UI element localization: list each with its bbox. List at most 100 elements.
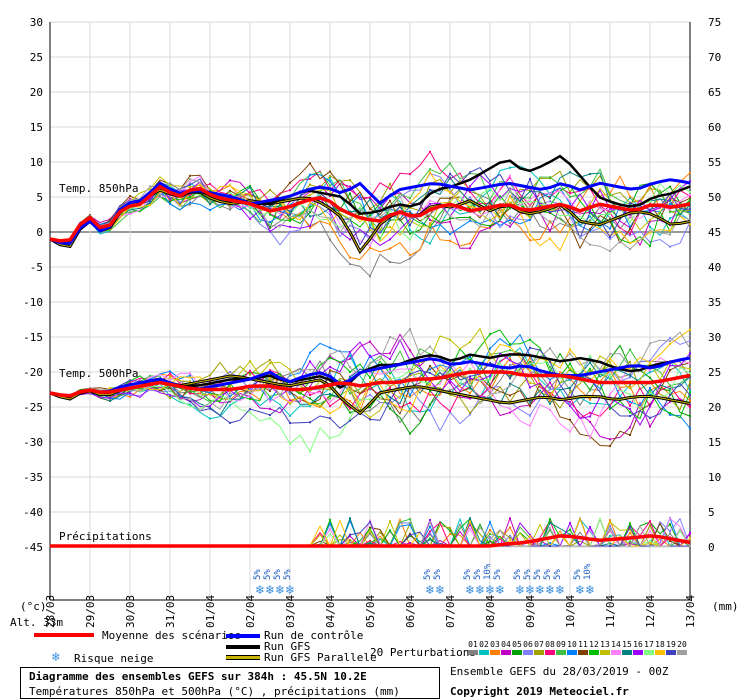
line-marker bbox=[389, 187, 391, 190]
pert-number-item: 09 bbox=[556, 640, 566, 655]
line-marker bbox=[349, 392, 351, 395]
pert-number-item: 03 bbox=[490, 640, 500, 655]
line-marker bbox=[369, 196, 371, 199]
line-marker bbox=[329, 218, 331, 221]
line-marker bbox=[309, 391, 311, 394]
line-marker bbox=[109, 399, 111, 402]
mean-precip bbox=[50, 534, 691, 548]
pert-number: 20 bbox=[677, 640, 687, 649]
line-marker bbox=[269, 395, 271, 398]
line-marker bbox=[189, 198, 191, 201]
right-tick-label: 35 bbox=[708, 296, 721, 309]
line-marker bbox=[349, 357, 351, 360]
line-marker bbox=[589, 389, 591, 392]
line-marker bbox=[449, 368, 451, 371]
line-marker bbox=[509, 364, 511, 367]
line-marker bbox=[249, 371, 251, 374]
mean-500 bbox=[49, 370, 691, 398]
line-marker bbox=[269, 417, 271, 420]
line-marker bbox=[289, 210, 291, 213]
line-marker bbox=[549, 197, 551, 200]
line-marker bbox=[549, 393, 551, 396]
line-marker bbox=[529, 234, 531, 237]
line-marker bbox=[249, 211, 251, 214]
line-marker bbox=[489, 520, 491, 523]
line-marker bbox=[449, 379, 451, 382]
right-tick-label: 20 bbox=[708, 401, 721, 414]
pert-number: 14 bbox=[611, 640, 621, 649]
line-marker bbox=[549, 400, 551, 403]
line-marker bbox=[689, 218, 691, 221]
left-tick-label: -25 bbox=[23, 401, 43, 414]
line-marker bbox=[369, 226, 371, 229]
line-marker bbox=[689, 406, 691, 409]
snowflake-icon: ❄ bbox=[495, 583, 505, 597]
line-marker bbox=[449, 177, 451, 180]
line-marker bbox=[589, 354, 591, 357]
snowflake-icon: ❄ bbox=[475, 583, 485, 597]
pert-number-item: 06 bbox=[523, 640, 533, 655]
line-marker bbox=[509, 355, 511, 358]
line-marker bbox=[349, 539, 351, 542]
line-marker bbox=[649, 229, 651, 232]
line-marker bbox=[689, 531, 691, 534]
pert-color-swatch bbox=[600, 650, 610, 655]
line-marker bbox=[489, 219, 491, 222]
left-tick-label: 20 bbox=[30, 86, 43, 99]
line-marker bbox=[309, 421, 311, 424]
line-marker bbox=[629, 348, 631, 351]
pert-color-swatch bbox=[644, 650, 654, 655]
line-marker bbox=[409, 432, 411, 435]
line-marker bbox=[569, 362, 571, 365]
line-marker bbox=[349, 200, 351, 203]
line-marker bbox=[289, 225, 291, 228]
line-marker bbox=[389, 376, 391, 379]
line-marker bbox=[549, 542, 551, 545]
snowflake-icon: ❄ bbox=[555, 583, 565, 597]
line-marker bbox=[469, 521, 471, 524]
line-marker bbox=[489, 538, 491, 541]
line-marker bbox=[509, 176, 511, 179]
line-marker bbox=[389, 401, 391, 404]
line-marker bbox=[549, 519, 551, 522]
line-marker bbox=[569, 214, 571, 217]
line-marker bbox=[369, 409, 371, 412]
line-marker bbox=[589, 361, 591, 364]
line-marker bbox=[369, 207, 371, 210]
line-marker bbox=[529, 545, 531, 547]
line-marker bbox=[689, 362, 691, 365]
left-tick-label: -20 bbox=[23, 366, 43, 379]
line-marker bbox=[509, 174, 511, 177]
line-marker bbox=[689, 537, 691, 540]
pert-color-swatch bbox=[589, 650, 599, 655]
line-marker bbox=[649, 225, 651, 228]
line-marker bbox=[409, 201, 411, 204]
line-marker bbox=[689, 381, 691, 384]
line-marker bbox=[189, 178, 191, 181]
line-marker bbox=[489, 389, 491, 392]
line-marker bbox=[309, 215, 311, 218]
line-marker bbox=[289, 215, 291, 218]
line-marker bbox=[689, 198, 691, 201]
line-marker bbox=[349, 385, 351, 388]
line-marker bbox=[669, 211, 671, 214]
pert-number: 01 bbox=[468, 640, 478, 649]
line-marker bbox=[629, 195, 631, 198]
right-tick-label: 40 bbox=[708, 261, 721, 274]
line-marker bbox=[589, 215, 591, 218]
line-marker bbox=[629, 542, 631, 545]
line-marker bbox=[689, 427, 691, 430]
line-marker bbox=[369, 275, 371, 278]
line-marker bbox=[449, 172, 451, 175]
line-marker bbox=[129, 395, 131, 398]
line-marker bbox=[589, 528, 591, 531]
left-tick-label: -5 bbox=[30, 261, 43, 274]
line-marker bbox=[309, 205, 311, 208]
line-marker bbox=[429, 531, 431, 534]
line-marker bbox=[409, 173, 411, 176]
line-marker bbox=[329, 400, 331, 403]
line-marker bbox=[469, 247, 471, 250]
x-tick-label: 13/04 bbox=[684, 595, 697, 628]
line-marker bbox=[129, 195, 131, 198]
line-marker bbox=[309, 394, 311, 397]
